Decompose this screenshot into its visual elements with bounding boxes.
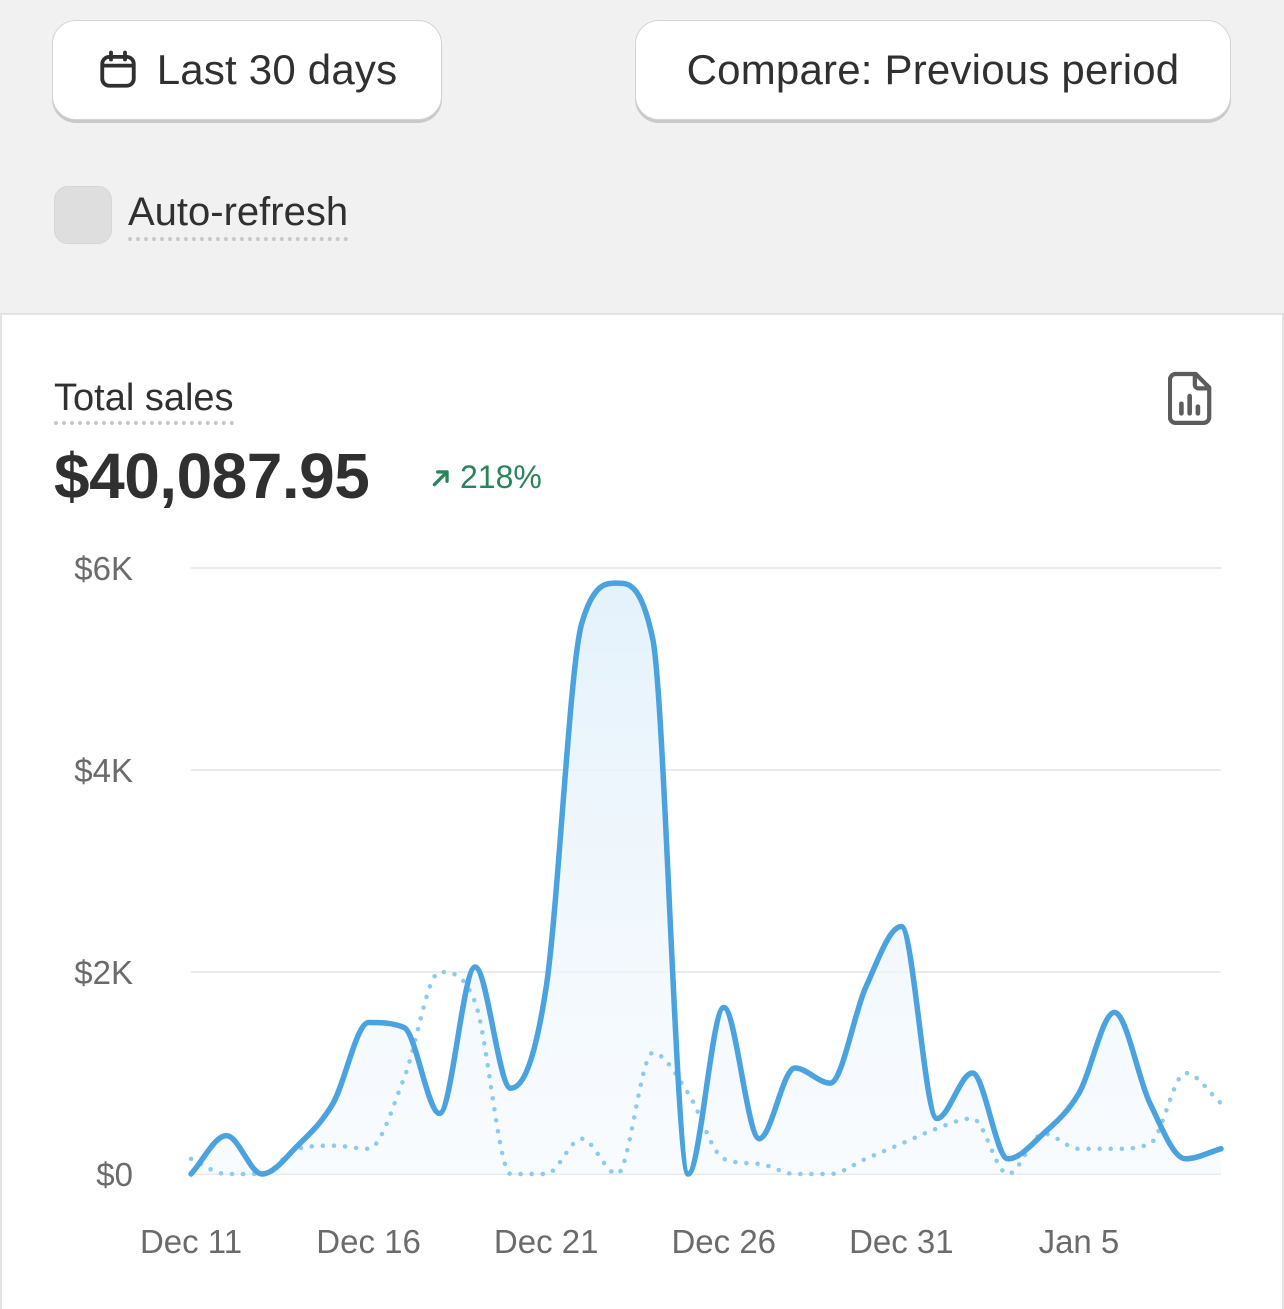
x-tick-label: Dec 16 <box>316 1223 421 1260</box>
date-range-button[interactable]: Last 30 days <box>52 20 442 120</box>
auto-refresh-label: Auto-refresh <box>128 189 349 241</box>
metric-title[interactable]: Total sales <box>54 377 234 425</box>
metric-value: $40,087.95 <box>54 440 370 512</box>
series-lines <box>188 580 1224 1177</box>
change-value: 218% <box>460 459 542 495</box>
report-icon[interactable] <box>1168 371 1214 425</box>
date-range-label: Last 30 days <box>156 46 398 93</box>
y-axis-ticks: $0 $2K $4K $6K <box>74 550 133 1193</box>
y-tick-label: $0 <box>96 1156 133 1193</box>
x-tick-label: Jan 5 <box>1039 1223 1120 1260</box>
auto-refresh-toggle[interactable]: Auto-refresh <box>54 186 349 244</box>
auto-refresh-checkbox[interactable] <box>54 186 112 244</box>
x-tick-label: Dec 11 <box>140 1223 242 1260</box>
arrow-up-right-icon <box>432 469 449 486</box>
compare-label: Compare: Previous period <box>686 46 1180 93</box>
calendar-icon <box>100 50 136 88</box>
x-tick-label: Dec 31 <box>849 1223 954 1260</box>
current-period-area <box>191 583 1221 1174</box>
area-fill <box>191 583 1221 1174</box>
x-axis-ticks: Dec 11 Dec 16 Dec 21 Dec 26 Dec 31 Jan 5 <box>140 1223 1119 1260</box>
change-indicator: 218% <box>430 459 542 496</box>
y-tick-label: $6K <box>74 550 133 587</box>
y-tick-label: $4K <box>74 752 133 789</box>
x-tick-label: Dec 21 <box>494 1223 599 1260</box>
y-tick-label: $2K <box>74 954 133 991</box>
compare-button[interactable]: Compare: Previous period <box>635 20 1231 120</box>
x-tick-label: Dec 26 <box>671 1223 776 1260</box>
previous-period-line <box>188 969 1224 1177</box>
current-period-line <box>188 580 1224 1177</box>
